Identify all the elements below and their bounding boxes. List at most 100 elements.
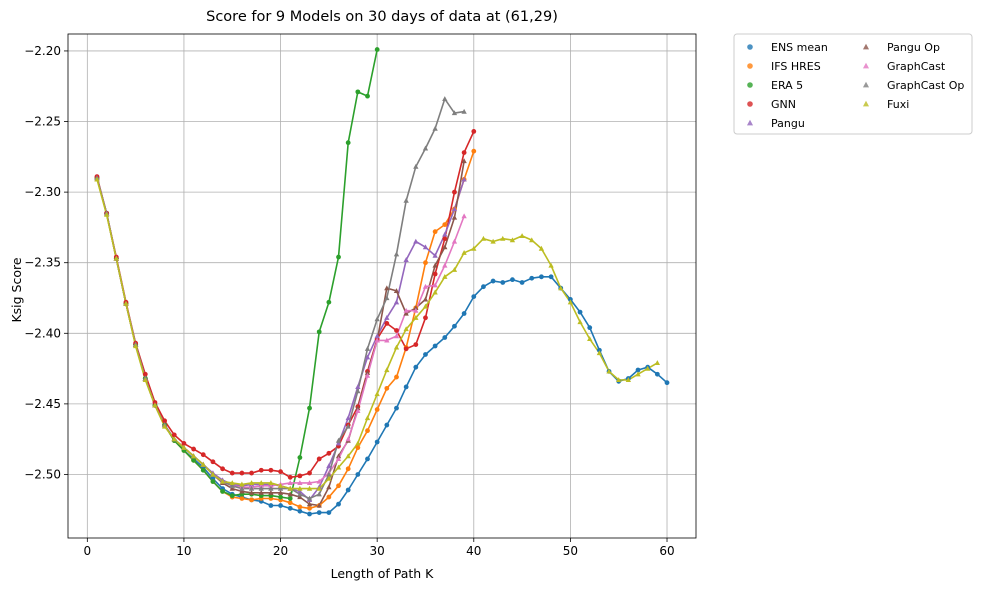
data-point-era-5 xyxy=(365,93,370,99)
data-point-ifs-hres xyxy=(326,494,332,500)
data-point-fuxi xyxy=(190,453,197,459)
data-point-graphcast-op xyxy=(239,485,245,491)
data-point-graphcast xyxy=(451,238,458,244)
data-point-ens-mean xyxy=(278,503,283,508)
data-point-ens-mean xyxy=(500,280,506,285)
data-point-fuxi xyxy=(374,391,380,397)
data-point-era-5 xyxy=(316,329,322,335)
data-point-gnn xyxy=(181,441,187,446)
data-point-graphcast-op xyxy=(326,471,332,477)
data-point-fuxi xyxy=(316,485,322,491)
data-point-ens-mean xyxy=(442,335,448,340)
data-point-pangu-op xyxy=(335,453,342,459)
data-point-gnn xyxy=(191,446,197,452)
data-point-pangu xyxy=(384,314,390,320)
grid-lines xyxy=(68,34,696,538)
data-point-ens-mean xyxy=(568,297,573,302)
data-point-fuxi xyxy=(306,485,313,491)
data-point-fuxi xyxy=(490,238,496,244)
data-point-graphcast-op xyxy=(384,295,390,301)
y-tick-label: −2.40 xyxy=(24,326,61,340)
data-point-era-5 xyxy=(278,494,283,500)
data-point-pangu xyxy=(355,384,361,390)
data-point-fuxi xyxy=(393,344,400,350)
data-point-ens-mean xyxy=(374,439,380,445)
data-point-graphcast-op xyxy=(393,251,400,257)
data-point-fuxi xyxy=(239,481,245,487)
data-point-gnn xyxy=(200,452,206,458)
data-point-gnn xyxy=(239,470,245,476)
data-point-ens-mean xyxy=(403,384,409,390)
data-point-pangu-op xyxy=(355,405,361,411)
series-line-era-5 xyxy=(96,49,378,500)
data-point-era-5 xyxy=(345,140,351,146)
data-point-fuxi xyxy=(219,478,226,484)
data-point-fuxi xyxy=(509,237,516,243)
data-point-pangu-op xyxy=(287,491,293,497)
data-point-pangu xyxy=(345,415,351,421)
data-point-fuxi xyxy=(364,415,371,421)
legend-label: IFS HRES xyxy=(771,60,821,73)
data-point-fuxi xyxy=(413,314,419,320)
data-point-pangu-op xyxy=(277,490,284,495)
data-point-graphcast-op xyxy=(432,125,438,131)
data-point-fuxi xyxy=(567,299,574,305)
data-point-fuxi xyxy=(403,326,409,332)
data-point-ifs-hres xyxy=(239,496,245,501)
data-point-pangu xyxy=(422,244,429,250)
data-point-pangu xyxy=(326,463,332,469)
data-point-era-5 xyxy=(220,489,225,494)
data-point-ens-mean xyxy=(490,278,496,284)
data-point-fuxi xyxy=(297,485,303,491)
data-point-fuxi xyxy=(287,485,293,491)
data-point-ens-mean xyxy=(297,508,303,514)
data-point-ifs-hres xyxy=(423,260,428,266)
data-point-fuxi xyxy=(152,402,158,408)
data-point-graphcast-op xyxy=(374,316,380,322)
legend-label: GraphCast xyxy=(887,60,946,73)
data-point-fuxi xyxy=(596,350,603,356)
y-tick-label: −2.20 xyxy=(24,44,61,58)
x-axis-label: Length of Path K xyxy=(331,566,435,581)
data-point-fuxi xyxy=(132,343,139,349)
data-point-gnn xyxy=(384,321,390,326)
data-point-fuxi xyxy=(181,444,187,450)
data-point-ens-mean xyxy=(268,503,274,508)
data-point-ifs-hres xyxy=(345,466,351,472)
data-point-ifs-hres xyxy=(471,148,477,154)
series-markers xyxy=(94,47,670,517)
data-point-pangu xyxy=(364,354,371,360)
data-point-gnn xyxy=(297,473,303,479)
legend-marker xyxy=(747,101,753,107)
data-point-gnn xyxy=(316,456,322,462)
data-point-gnn xyxy=(220,466,225,472)
data-point-ens-mean xyxy=(355,472,361,477)
data-point-pangu xyxy=(297,488,303,494)
legend-label: Pangu xyxy=(771,117,805,130)
data-point-pangu-op xyxy=(306,501,313,507)
data-point-pangu-op xyxy=(364,370,371,375)
data-point-ifs-hres xyxy=(394,374,399,380)
data-point-fuxi xyxy=(616,377,622,382)
data-point-ens-mean xyxy=(664,380,670,386)
data-point-graphcast xyxy=(384,337,390,343)
data-point-gnn xyxy=(461,150,467,155)
data-point-fuxi xyxy=(577,319,583,325)
data-point-fuxi xyxy=(210,471,216,477)
data-point-gnn xyxy=(162,418,168,424)
data-point-graphcast-op xyxy=(316,491,322,497)
data-point-fuxi xyxy=(606,368,612,374)
data-point-pangu-op xyxy=(403,310,409,316)
data-point-ens-mean xyxy=(519,280,525,285)
data-point-graphcast-op xyxy=(345,423,351,429)
data-point-graphcast xyxy=(287,480,293,486)
legend-marker xyxy=(747,44,753,50)
data-point-graphcast xyxy=(422,283,429,289)
data-point-fuxi xyxy=(142,377,148,382)
y-axis-label: Ksig Score xyxy=(9,257,24,322)
data-point-pangu-op xyxy=(258,490,264,495)
data-point-graphcast xyxy=(297,480,303,486)
data-point-ens-mean xyxy=(365,456,370,462)
data-point-ens-mean xyxy=(481,284,486,290)
data-point-ens-mean xyxy=(316,510,322,515)
